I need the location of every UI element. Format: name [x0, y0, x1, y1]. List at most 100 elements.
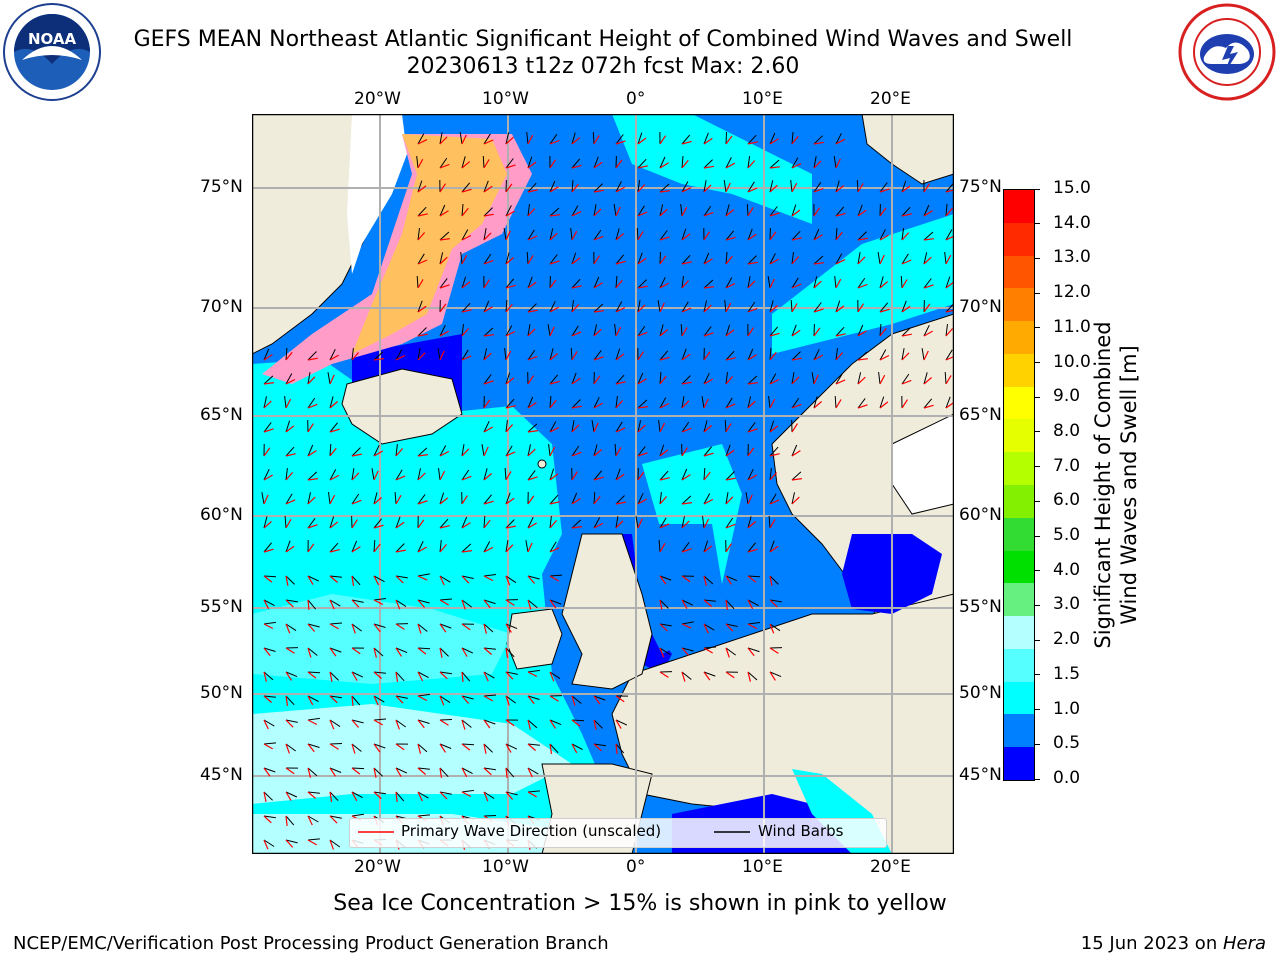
wave-direction-arrow [307, 599, 310, 610]
wave-direction-arrow [703, 332, 714, 337]
wind-barb [417, 599, 430, 604]
wind-barb [769, 347, 772, 361]
wave-direction-arrow [835, 305, 845, 313]
wind-barb [703, 420, 708, 433]
wave-direction-arrow [505, 767, 508, 778]
wind-barb [549, 207, 560, 217]
wind-barb [461, 599, 472, 608]
wave-direction-arrow [681, 233, 691, 241]
wind-barb [725, 277, 733, 289]
wind-barb [417, 300, 423, 313]
wave-direction-arrow [417, 743, 422, 754]
wave-direction-arrow [813, 234, 823, 241]
wave-direction-arrow [835, 158, 841, 169]
wind-barb [373, 718, 387, 721]
wind-barb [461, 469, 470, 481]
wave-direction-arrow [439, 497, 449, 505]
colorbar-tick-label: 9.0 [1053, 386, 1081, 407]
wind-barb [285, 575, 295, 585]
wave-direction-arrow [681, 520, 690, 529]
wind-barb [571, 420, 575, 433]
wind-barb [461, 719, 472, 728]
wave-direction-arrow [571, 257, 581, 265]
wind-barb [439, 575, 451, 583]
wave-direction-arrow [681, 647, 690, 656]
wind-barb [373, 791, 386, 795]
wind-barb [703, 159, 713, 169]
wave-direction-arrow [681, 427, 692, 433]
wave-direction-arrow [373, 719, 383, 726]
wave-direction-arrow [483, 279, 491, 289]
wave-direction-arrow [395, 495, 402, 505]
wave-direction-arrow [527, 495, 535, 505]
wind-barb [505, 252, 510, 265]
wind-barb [461, 229, 469, 241]
wind-barb [329, 791, 339, 802]
wave-direction-arrow [417, 185, 427, 193]
wave-direction-arrow [813, 141, 825, 145]
wind-barb [329, 575, 342, 578]
wave-direction-arrow [923, 303, 931, 313]
wind-barb [373, 623, 386, 628]
wave-direction-arrow [417, 791, 423, 802]
wind-barb [483, 180, 489, 193]
wind-barb [856, 179, 859, 193]
wind-barb [747, 575, 761, 578]
wave-direction-arrow [373, 695, 379, 706]
wave-direction-arrow [791, 478, 802, 481]
wind-barb [438, 468, 441, 481]
wave-direction-arrow [725, 282, 736, 289]
lon-label-top-10w: 10°W [482, 89, 529, 109]
wind-barb [835, 373, 843, 385]
wind-barb [505, 158, 514, 169]
wave-direction-arrow [373, 450, 383, 457]
wind-barb [329, 671, 339, 681]
colorbar-segment [1004, 419, 1034, 453]
wave-direction-arrow [637, 518, 643, 529]
wave-direction-arrow [703, 184, 712, 193]
wave-direction-arrow [483, 767, 492, 776]
wind-barb [681, 134, 691, 145]
wave-direction-arrow [659, 599, 663, 610]
wind-barb [307, 397, 316, 409]
wind-barb [505, 325, 513, 337]
wind-barb [307, 767, 318, 777]
wave-direction-arrow [373, 767, 377, 778]
wave-direction-arrow [747, 647, 755, 657]
wave-direction-arrow [505, 350, 512, 361]
wind-barb [505, 647, 515, 658]
wind-barb [659, 183, 670, 193]
wave-direction-arrow [505, 424, 514, 433]
wave-direction-arrow [725, 403, 736, 409]
wind-barb [461, 767, 473, 775]
wind-barb [461, 671, 471, 682]
wave-direction-arrow [395, 671, 399, 682]
wave-direction-arrow [637, 351, 645, 361]
wave-direction-arrow [725, 496, 734, 505]
wind-barb [549, 421, 557, 433]
wave-direction-arrow [263, 474, 273, 481]
wind-barb [791, 157, 799, 169]
wave-direction-arrow [483, 719, 491, 729]
chart-subtitle: 20230613 t12z 072h fcst Max: 2.60 [406, 54, 800, 79]
wave-direction-arrow [439, 470, 446, 481]
wave-direction-arrow [681, 400, 690, 409]
wind-barb [263, 791, 273, 801]
wave-direction-arrow [549, 326, 555, 337]
wave-direction-arrow [747, 400, 756, 409]
colorbar-tick-label: 10.0 [1053, 351, 1091, 372]
wave-direction-arrow [329, 575, 338, 583]
wind-barb [307, 838, 320, 841]
wind-barb [527, 349, 536, 361]
wave-direction-arrow [813, 354, 823, 361]
wind-barb [483, 515, 486, 529]
wave-direction-arrow [703, 165, 715, 169]
wave-direction-arrow [505, 377, 515, 385]
wave-direction-arrow [791, 496, 800, 505]
wind-barb [813, 228, 820, 241]
wave-direction-arrow [285, 647, 295, 654]
wind-barb [549, 516, 552, 529]
wind-barb [703, 372, 710, 385]
wind-barb [615, 374, 625, 385]
colorbar-tick-mark [1034, 743, 1040, 745]
